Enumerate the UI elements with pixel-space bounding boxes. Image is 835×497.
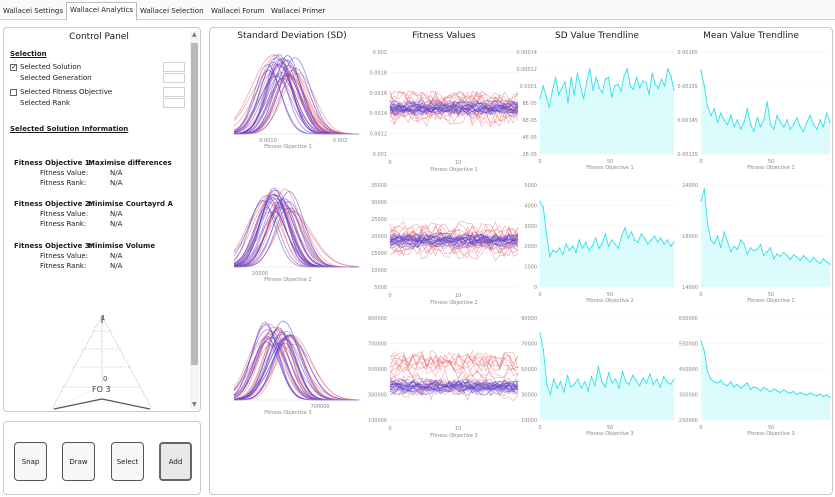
selected-fitness-objective-field[interactable] bbox=[163, 87, 185, 97]
tab-wallacei-forum[interactable]: Wallacei Forum bbox=[208, 4, 267, 20]
selected-solution-info-heading: Selected Solution Information bbox=[10, 125, 128, 133]
check-icon: ✓ bbox=[11, 63, 17, 71]
select-button[interactable]: Select bbox=[111, 442, 144, 481]
objective-3-heading: Fitness Objective 3: bbox=[14, 242, 92, 250]
snap-button[interactable]: Snap bbox=[14, 442, 47, 481]
selected-rank-label: Selected Rank bbox=[20, 99, 70, 107]
selected-fitness-objective-checkbox[interactable] bbox=[10, 89, 17, 96]
tab-wallacei-settings[interactable]: Wallacei Settings bbox=[0, 4, 66, 20]
objective-2-rank: N/A bbox=[110, 220, 122, 228]
control-panel-scrollbar[interactable]: ▲ ▼ bbox=[190, 31, 199, 409]
tab-wallacei-selection[interactable]: Wallacei Selection bbox=[137, 4, 207, 20]
objective-2-value-label: Fitness Value: bbox=[40, 210, 88, 218]
objective-3-name: Minimise Volume bbox=[88, 242, 155, 250]
objective-2-name: Minimise Courtayrd A bbox=[88, 200, 188, 208]
selection-heading: Selection bbox=[10, 50, 47, 58]
selected-generation-field[interactable] bbox=[163, 73, 185, 83]
selected-solution-field[interactable] bbox=[163, 62, 185, 72]
radar-center-label: 0 bbox=[103, 375, 107, 383]
action-buttons-panel: Snap Draw Select Add bbox=[3, 421, 201, 495]
objective-3-value: N/A bbox=[110, 252, 122, 260]
objective-1-rank-label: Fitness Rank: bbox=[40, 179, 86, 187]
objective-3-rank-label: Fitness Rank: bbox=[40, 262, 86, 270]
selected-solution-checkbox[interactable]: ✓ bbox=[10, 64, 17, 71]
chart-title-mean-trendline: Mean Value Trendline bbox=[676, 31, 826, 41]
objective-1-value-label: Fitness Value: bbox=[40, 169, 88, 177]
draw-button[interactable]: Draw bbox=[62, 442, 95, 481]
objective-2-value: N/A bbox=[110, 210, 122, 218]
tab-wallacei-primer[interactable]: Wallacei Primer bbox=[268, 4, 328, 20]
add-button[interactable]: Add bbox=[159, 442, 192, 481]
objective-3-value-label: Fitness Value: bbox=[40, 252, 88, 260]
radar-axes bbox=[52, 316, 152, 409]
radar-fo-label: FO 3 bbox=[92, 385, 111, 394]
scrollbar-thumb[interactable] bbox=[191, 43, 198, 365]
selected-fitness-objective-label: Selected Fitness Objective bbox=[20, 88, 112, 96]
objective-2-heading: Fitness Objective 2: bbox=[14, 200, 92, 208]
selected-rank-field[interactable] bbox=[163, 98, 185, 108]
control-panel: Control Panel Selection ✓ Selected Solut… bbox=[3, 27, 201, 412]
selected-generation-label: Selected Generation bbox=[20, 74, 92, 82]
objective-1-rank: N/A bbox=[110, 179, 122, 187]
objective-2-rank-label: Fitness Rank: bbox=[40, 220, 86, 228]
radar-chart: 1 0 FO 3 bbox=[44, 311, 174, 411]
charts-panel bbox=[209, 27, 833, 495]
selected-solution-label: Selected Solution bbox=[20, 63, 81, 71]
objective-1-value: N/A bbox=[110, 169, 122, 177]
scroll-up-icon[interactable]: ▲ bbox=[192, 31, 197, 38]
control-panel-title: Control Panel bbox=[4, 32, 194, 42]
objective-1-name: Maximise differences bbox=[88, 159, 172, 167]
tab-bar: Wallacei Settings Wallacei Analytics Wal… bbox=[0, 0, 835, 20]
chart-title-sd: Standard Deviation (SD) bbox=[220, 31, 364, 41]
scroll-down-icon[interactable]: ▼ bbox=[192, 401, 197, 408]
tab-wallacei-analytics[interactable]: Wallacei Analytics bbox=[66, 2, 137, 21]
objective-1-heading: Fitness Objective 1: bbox=[14, 159, 92, 167]
objective-3-rank: N/A bbox=[110, 262, 122, 270]
chart-title-fitness-values: Fitness Values bbox=[370, 31, 518, 41]
radar-top-label: 1 bbox=[101, 314, 105, 322]
chart-title-sd-trendline: SD Value Trendline bbox=[522, 31, 672, 41]
